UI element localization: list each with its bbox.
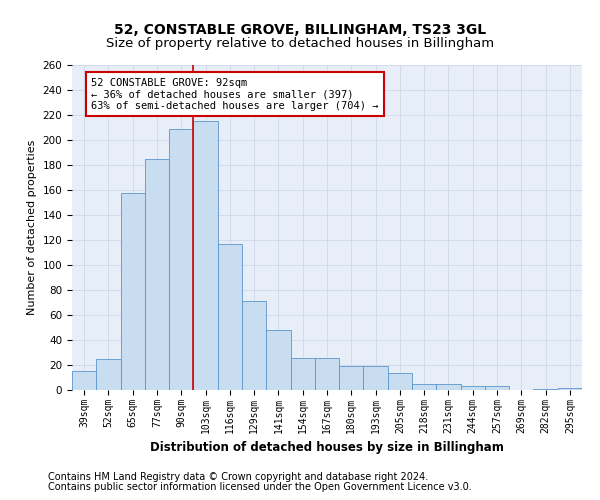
Bar xyxy=(364,366,388,390)
Bar xyxy=(315,358,339,390)
X-axis label: Distribution of detached houses by size in Billingham: Distribution of detached houses by size … xyxy=(150,441,504,454)
Bar xyxy=(193,121,218,390)
Text: 52 CONSTABLE GROVE: 92sqm
← 36% of detached houses are smaller (397)
63% of semi: 52 CONSTABLE GROVE: 92sqm ← 36% of detac… xyxy=(91,78,379,110)
Bar xyxy=(121,192,145,390)
Bar xyxy=(290,358,315,390)
Bar xyxy=(558,388,582,390)
Bar xyxy=(266,330,290,390)
Bar xyxy=(388,372,412,390)
Bar xyxy=(96,359,121,390)
Text: Contains HM Land Registry data © Crown copyright and database right 2024.: Contains HM Land Registry data © Crown c… xyxy=(48,472,428,482)
Bar xyxy=(485,386,509,390)
Text: Size of property relative to detached houses in Billingham: Size of property relative to detached ho… xyxy=(106,38,494,51)
Bar xyxy=(169,128,193,390)
Bar xyxy=(72,371,96,390)
Text: Contains public sector information licensed under the Open Government Licence v3: Contains public sector information licen… xyxy=(48,482,472,492)
Bar xyxy=(145,159,169,390)
Bar xyxy=(242,301,266,390)
Bar xyxy=(339,366,364,390)
Bar xyxy=(412,384,436,390)
Y-axis label: Number of detached properties: Number of detached properties xyxy=(27,140,37,315)
Bar xyxy=(218,244,242,390)
Text: 52, CONSTABLE GROVE, BILLINGHAM, TS23 3GL: 52, CONSTABLE GROVE, BILLINGHAM, TS23 3G… xyxy=(114,22,486,36)
Bar xyxy=(533,389,558,390)
Bar xyxy=(436,384,461,390)
Bar xyxy=(461,386,485,390)
